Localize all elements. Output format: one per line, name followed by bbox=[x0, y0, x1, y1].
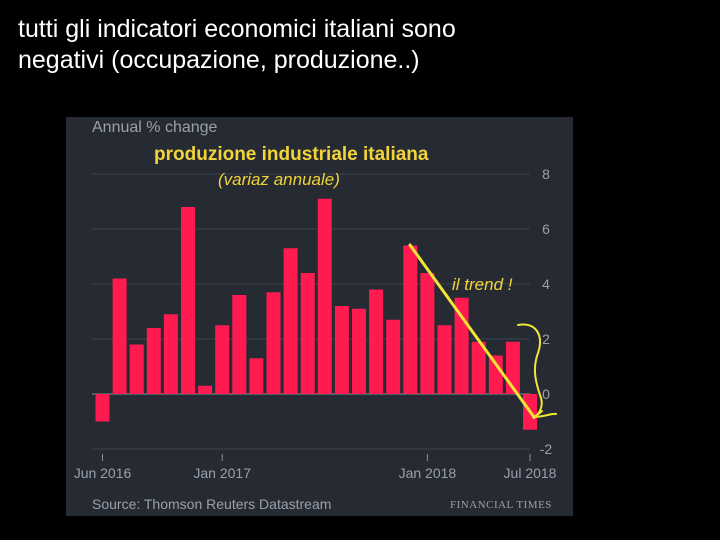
bar bbox=[283, 248, 298, 394]
annotation-subtitle: (variaz annuale) bbox=[218, 170, 340, 189]
bar bbox=[112, 278, 127, 394]
bar bbox=[181, 207, 195, 394]
y-tick-label: -2 bbox=[540, 441, 553, 457]
trend-arrow-squiggle bbox=[517, 323, 557, 418]
bar bbox=[146, 328, 161, 394]
bar bbox=[266, 292, 281, 394]
bar-chart: -2 0 2 4 6 8 Jun 2016 Jan 2017 Jan 2018 Jul 2018 bbox=[74, 166, 557, 481]
bar bbox=[386, 319, 401, 394]
slide-title-line-1: tutti gli indicatori economici italiani … bbox=[18, 15, 456, 43]
x-tick-label: Jun 2016 bbox=[74, 465, 132, 481]
y-tick-label: 0 bbox=[542, 386, 550, 402]
bar bbox=[471, 341, 486, 394]
chart-brand: FINANCIAL TIMES bbox=[450, 499, 552, 511]
chart-panel: -2 0 2 4 6 8 Jun 2016 Jan 2017 Jan 2018 Jul 2018 … bbox=[66, 117, 573, 516]
chart-subtitle: Annual % change bbox=[92, 119, 218, 136]
bar bbox=[420, 273, 435, 394]
trend-line bbox=[408, 243, 536, 419]
bar bbox=[369, 289, 384, 394]
chart-source: Source: Thomson Reuters Datastream bbox=[92, 496, 332, 512]
bar bbox=[129, 344, 144, 394]
bar bbox=[352, 308, 366, 394]
bar bbox=[317, 198, 332, 394]
bar bbox=[249, 358, 264, 394]
bar bbox=[215, 325, 230, 394]
y-tick-label: 2 bbox=[542, 331, 550, 347]
annotation-title: produzione industriale italiana bbox=[154, 144, 429, 165]
x-tick-label: Jan 2017 bbox=[193, 465, 251, 481]
trend-arrow-head bbox=[527, 408, 543, 420]
bar bbox=[334, 306, 349, 394]
y-tick-label: 6 bbox=[542, 221, 550, 237]
bar bbox=[198, 385, 213, 394]
x-tick-label: Jan 2018 bbox=[399, 465, 457, 481]
bar bbox=[95, 394, 110, 422]
bar bbox=[437, 325, 452, 394]
annotation-trend-label: il trend ! bbox=[452, 275, 513, 294]
slide-title: tutti gli indicatori economici italiani … bbox=[18, 14, 708, 76]
slide-title-line-2: negativi (occupazione, produzione..) bbox=[18, 46, 420, 74]
x-tick-label: Jul 2018 bbox=[504, 465, 557, 481]
bar bbox=[163, 314, 178, 394]
bar bbox=[403, 245, 418, 394]
y-tick-label: 4 bbox=[542, 276, 550, 292]
y-tick-label: 8 bbox=[542, 166, 550, 182]
bar bbox=[232, 295, 247, 394]
bar bbox=[488, 355, 503, 394]
bar bbox=[300, 273, 315, 394]
